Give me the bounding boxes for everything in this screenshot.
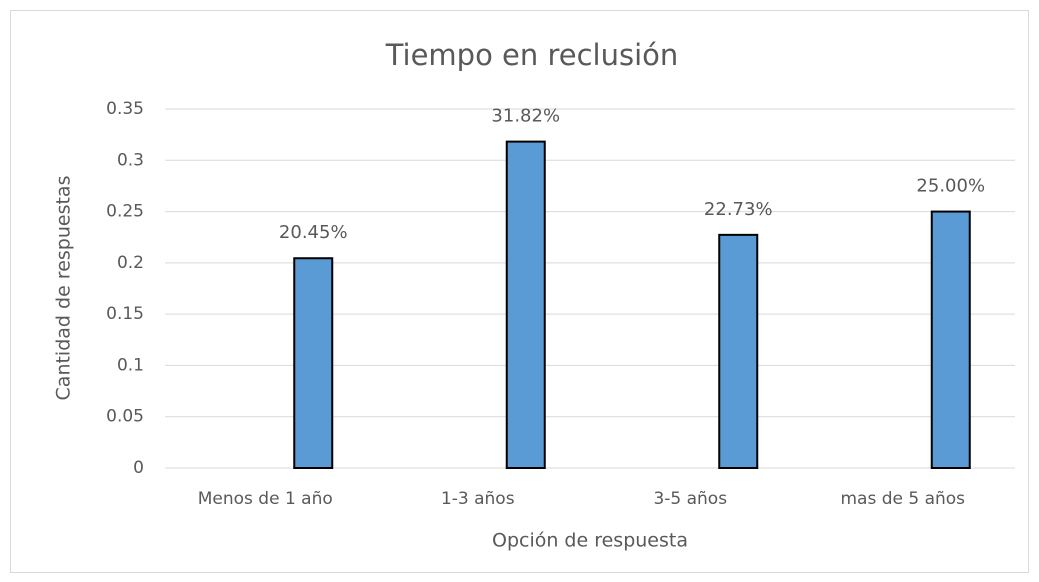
x-tick-label: Menos de 1 año [198,489,333,509]
y-tick-label: 0.2 [117,253,144,273]
y-tick-label: 0.25 [106,202,144,222]
value-label: 25.00% [916,176,985,197]
value-label: 22.73% [704,199,773,220]
bar [293,257,334,469]
y-tick-label: 0 [133,458,144,478]
y-tick-label: 0.15 [106,304,144,324]
x-tick-label: 1-3 años [441,489,515,509]
bar [930,210,971,469]
x-tick-label: mas de 5 años [840,489,965,509]
y-axis-label: Cantidad de respuestas [53,176,75,401]
y-tick-label: 0.35 [106,99,144,119]
x-tick-label: 3-5 años [653,489,727,509]
chart-title: Tiempo en reclusión [385,38,679,72]
y-tick-label: 0.1 [117,355,144,375]
value-label: 31.82% [491,106,560,127]
y-tick-label: 0.05 [106,407,144,427]
value-label: 20.45% [279,222,348,243]
x-axis-label: Opción de respuesta [492,530,688,552]
bar [718,233,759,469]
bar [505,140,546,470]
y-tick-label: 0.3 [117,150,144,170]
